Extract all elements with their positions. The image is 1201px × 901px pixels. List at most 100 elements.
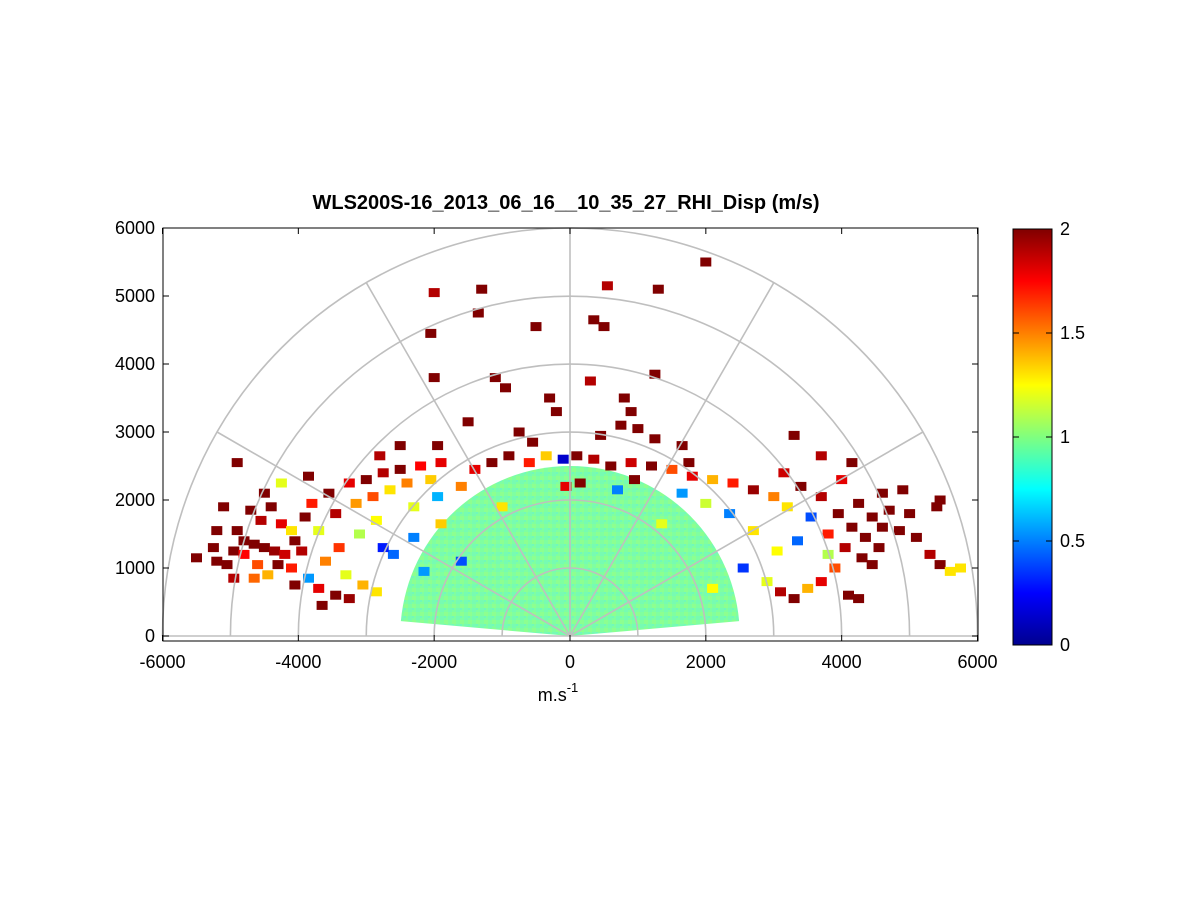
data-cell (815, 577, 827, 587)
data-cell (615, 420, 627, 430)
data-cell (265, 502, 277, 512)
colorbar-tick-label: 1.5 (1060, 323, 1085, 343)
data-cell (272, 560, 284, 570)
data-cell (676, 488, 688, 498)
data-cell (805, 512, 817, 522)
data-cell (377, 543, 389, 553)
data-cell (788, 594, 800, 604)
x-tick-label: -6000 (139, 652, 185, 672)
data-cell (218, 502, 230, 512)
data-cell (384, 485, 396, 495)
data-cell (815, 451, 827, 461)
data-cell (401, 478, 413, 488)
data-cell (435, 458, 447, 468)
data-cell (629, 475, 640, 485)
data-cell (462, 417, 474, 427)
data-cell (289, 580, 301, 590)
y-tick-label: 0 (145, 626, 155, 646)
data-cell (289, 536, 301, 546)
data-cell (707, 475, 719, 485)
data-cell (822, 529, 834, 539)
data-cell (588, 315, 600, 325)
data-cell (252, 560, 264, 570)
data-cell (598, 322, 610, 332)
data-cell (557, 454, 569, 464)
data-cell (316, 600, 328, 610)
data-cell (700, 498, 712, 508)
colorbar-gradient (1012, 228, 1053, 646)
data-cell (788, 430, 800, 440)
y-tick-label: 1000 (115, 558, 155, 578)
data-cell (370, 587, 382, 597)
data-cell (357, 580, 369, 590)
data-cell (469, 464, 481, 474)
data-cell (286, 563, 297, 573)
data-cell (333, 543, 345, 553)
data-cell (550, 407, 562, 417)
data-cell (904, 509, 916, 519)
data-cell (822, 549, 834, 559)
data-cell (771, 546, 783, 556)
data-cell (238, 549, 250, 559)
colorbar-tick-label: 1 (1060, 427, 1070, 447)
data-cell (231, 458, 243, 468)
data-cell (859, 532, 871, 542)
angle-spoke (569, 282, 775, 637)
data-cell (540, 451, 552, 461)
data-cell (425, 328, 437, 338)
data-cell (432, 492, 444, 502)
data-cell (374, 451, 386, 461)
data-cell (303, 573, 314, 583)
data-cell (700, 257, 712, 267)
data-cell (523, 458, 535, 468)
colorbar-ticks: 0 0.5 1 1.5 2 (1013, 219, 1085, 655)
data-cell (737, 563, 749, 573)
data-cell (455, 556, 467, 566)
data-cell (377, 468, 389, 478)
data-cell (306, 498, 318, 508)
data-cell (320, 556, 331, 566)
data-cell (275, 478, 287, 488)
data-cell (476, 284, 488, 294)
data-cell (944, 566, 956, 576)
data-cell (245, 505, 257, 515)
data-cell (428, 373, 440, 383)
data-cell (279, 549, 291, 559)
data-cell (571, 451, 583, 461)
data-cell (707, 583, 719, 593)
data-cell (330, 590, 342, 600)
data-cell (846, 522, 858, 532)
data-cell (588, 454, 600, 464)
data-cell (489, 373, 501, 383)
data-cell (394, 464, 406, 474)
data-cell (303, 471, 314, 481)
angle-spoke (365, 282, 571, 637)
x-tick-label: 2000 (686, 652, 726, 672)
data-cell (425, 475, 437, 485)
data-cell (313, 526, 325, 536)
data-cell (883, 505, 895, 515)
data-cell (646, 461, 657, 471)
data-cell (286, 526, 297, 536)
colorbar-tick-label: 0 (1060, 635, 1070, 655)
data-cell (275, 519, 287, 529)
data-cell (228, 573, 240, 583)
colorbar-tick-label: 0.5 (1060, 531, 1085, 551)
data-cell (853, 498, 865, 508)
data-cell (231, 526, 243, 536)
polar-grid (161, 227, 979, 637)
data-cell (496, 502, 508, 512)
data-cell (625, 458, 637, 468)
data-cell (408, 502, 420, 512)
data-cell (775, 587, 786, 597)
data-cell (248, 573, 260, 583)
data-cell (924, 549, 936, 559)
data-cell (893, 526, 905, 536)
x-axis-label-superscript: -1 (567, 680, 579, 695)
data-cell (656, 519, 668, 529)
data-cell (676, 441, 688, 451)
data-cell (853, 594, 865, 604)
data-cell (934, 495, 946, 505)
x-axis-label: m.s-1 (538, 680, 579, 705)
